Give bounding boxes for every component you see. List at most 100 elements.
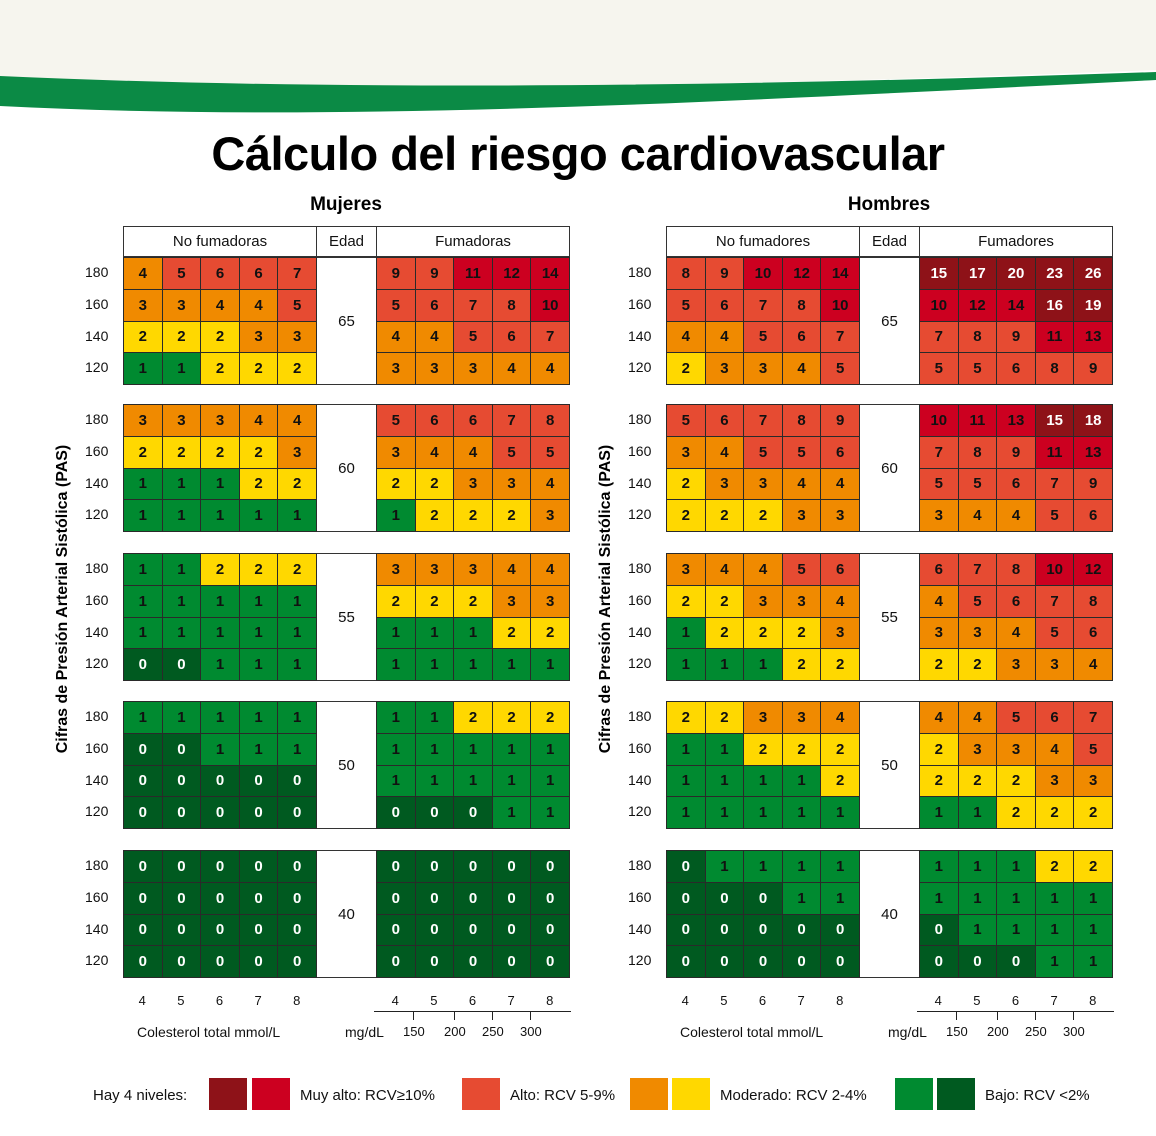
risk-cell: 2 bbox=[161, 435, 202, 469]
risk-cell: 0 bbox=[123, 913, 163, 947]
risk-cell: 6 bbox=[820, 435, 860, 469]
risk-cell: 1 bbox=[743, 648, 783, 681]
risk-cell: 0 bbox=[277, 796, 317, 829]
risk-cell: 4 bbox=[491, 352, 532, 385]
risk-cell: 4 bbox=[820, 701, 860, 734]
risk-cell: 1 bbox=[277, 499, 317, 532]
risk-cell: 1 bbox=[491, 648, 532, 681]
age-label: 55 bbox=[859, 553, 920, 681]
mmol-tick: 5 bbox=[720, 993, 728, 1008]
risk-cell: 2 bbox=[491, 616, 532, 650]
risk-cell: 2 bbox=[957, 764, 998, 798]
risk-cell: 3 bbox=[491, 467, 532, 501]
risk-cell: 0 bbox=[161, 945, 202, 978]
sbp-row-label: 180 bbox=[85, 560, 109, 576]
risk-cell: 14 bbox=[820, 257, 860, 290]
age-label: 40 bbox=[859, 850, 920, 978]
risk-cell: 3 bbox=[414, 352, 455, 385]
risk-cell: 2 bbox=[530, 616, 570, 650]
risk-cell: 0 bbox=[414, 796, 455, 829]
risk-cell: 8 bbox=[996, 553, 1036, 586]
risk-cell: 10 bbox=[530, 288, 570, 322]
risk-cell: 7 bbox=[743, 404, 783, 437]
risk-cell: 2 bbox=[1073, 850, 1113, 883]
risk-cell: 1 bbox=[666, 616, 706, 650]
risk-cell: 4 bbox=[704, 553, 745, 586]
risk-cell: 3 bbox=[781, 701, 822, 734]
risk-cell: 0 bbox=[123, 764, 163, 798]
risk-cell: 0 bbox=[530, 881, 570, 915]
risk-cell: 0 bbox=[414, 850, 455, 883]
risk-cell: 10 bbox=[919, 288, 959, 322]
risk-cell: 1 bbox=[743, 764, 783, 798]
mgdl-label: mg/dL bbox=[345, 1024, 384, 1040]
risk-cell: 4 bbox=[957, 499, 998, 532]
risk-cell: 0 bbox=[453, 945, 493, 978]
age-label: 65 bbox=[859, 257, 920, 385]
risk-cell: 2 bbox=[376, 467, 416, 501]
risk-cell: 1 bbox=[123, 352, 163, 385]
risk-cell: 8 bbox=[1034, 352, 1075, 385]
risk-cell: 8 bbox=[957, 435, 998, 469]
risk-cell: 1 bbox=[376, 616, 416, 650]
risk-cell: 1 bbox=[376, 499, 416, 532]
risk-cell: 3 bbox=[277, 320, 317, 354]
mmol-tick-smokers: 4 bbox=[391, 993, 399, 1008]
sbp-row-label: 120 bbox=[628, 359, 652, 376]
risk-cell: 0 bbox=[238, 945, 279, 978]
risk-cell: 1 bbox=[491, 796, 532, 829]
legend-swatch-high bbox=[462, 1078, 500, 1110]
risk-cell: 0 bbox=[666, 913, 706, 947]
risk-cell: 9 bbox=[414, 257, 455, 290]
risk-cell: 8 bbox=[530, 404, 570, 437]
mgdl-tick: 300 bbox=[520, 1024, 542, 1039]
risk-cell: 5 bbox=[1073, 732, 1113, 766]
risk-cell: 4 bbox=[743, 553, 783, 586]
risk-cell: 3 bbox=[957, 616, 998, 650]
risk-cell: 0 bbox=[161, 796, 202, 829]
risk-cell: 2 bbox=[277, 352, 317, 385]
mgdl-axis-tick bbox=[1073, 1011, 1074, 1020]
sbp-row-label: 120 bbox=[85, 952, 109, 969]
risk-cell: 1 bbox=[704, 732, 745, 766]
header-smokers: Fumadores bbox=[919, 226, 1113, 257]
risk-cell: 1 bbox=[376, 648, 416, 681]
risk-cell: 0 bbox=[491, 850, 532, 883]
risk-cell: 1 bbox=[491, 732, 532, 766]
risk-cell: 1 bbox=[277, 584, 317, 618]
age-label: 55 bbox=[316, 553, 377, 681]
risk-cell: 7 bbox=[743, 288, 783, 322]
age-label: 65 bbox=[316, 257, 377, 385]
risk-cell: 4 bbox=[453, 435, 493, 469]
risk-cell: 6 bbox=[491, 320, 532, 354]
risk-cell: 6 bbox=[996, 352, 1036, 385]
sbp-row-label: 180 bbox=[628, 264, 652, 280]
risk-cell: 3 bbox=[919, 499, 959, 532]
risk-cell: 1 bbox=[238, 648, 279, 681]
risk-cell: 6 bbox=[820, 553, 860, 586]
risk-cell: 4 bbox=[820, 467, 860, 501]
sbp-row-label: 120 bbox=[85, 803, 109, 820]
risk-cell: 6 bbox=[781, 320, 822, 354]
risk-cell: 0 bbox=[957, 945, 998, 978]
mmol-tick: 6 bbox=[215, 993, 224, 1008]
risk-cell: 0 bbox=[376, 913, 416, 947]
risk-cell: 0 bbox=[666, 945, 706, 978]
risk-cell: 1 bbox=[238, 616, 279, 650]
risk-cell: 0 bbox=[238, 913, 279, 947]
mgdl-axis-tick bbox=[492, 1011, 493, 1020]
risk-cell: 1 bbox=[453, 648, 493, 681]
legend-label-high: Alto: RCV 5-9% bbox=[510, 1087, 616, 1104]
risk-cell: 7 bbox=[530, 320, 570, 354]
risk-cell: 6 bbox=[414, 288, 455, 322]
risk-cell: 1 bbox=[491, 764, 532, 798]
risk-cell: 2 bbox=[666, 467, 706, 501]
risk-cell: 0 bbox=[123, 648, 163, 681]
risk-cell: 2 bbox=[919, 648, 959, 681]
sbp-row-label: 180 bbox=[85, 708, 109, 724]
risk-cell: 2 bbox=[957, 648, 998, 681]
risk-cell: 5 bbox=[376, 288, 416, 322]
risk-cell: 2 bbox=[781, 732, 822, 766]
risk-cell: 4 bbox=[996, 616, 1036, 650]
risk-cell: 0 bbox=[666, 850, 706, 883]
